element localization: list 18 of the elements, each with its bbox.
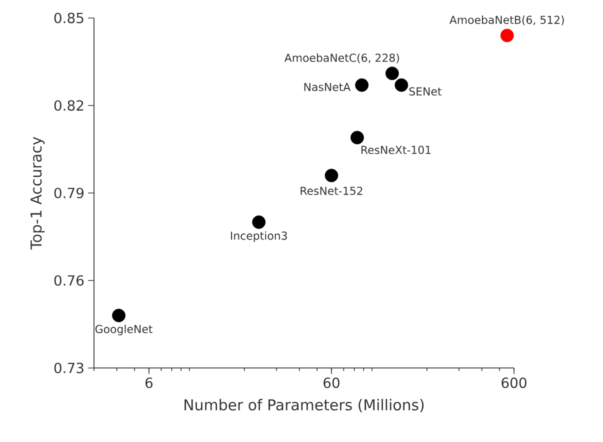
x-tick-label: 6 [145, 378, 153, 388]
annotation: AmoebaNetC(6, 228) [284, 53, 399, 64]
y-tick-label: 0.82 [54, 100, 84, 111]
x-axis-title: Number of Parameters (Millions) [184, 398, 424, 412]
y-tick-label: 0.85 [54, 12, 84, 24]
annotation: Inception3 [230, 231, 287, 242]
x-tick-label: 60 [324, 378, 340, 388]
annotation: NasNetA [304, 83, 351, 92]
y-axis-title: Top-1 Accuracy [30, 136, 45, 250]
annotation: GoogleNet [95, 324, 152, 336]
annotation: ResNet-152 [300, 186, 362, 195]
annotation: SENet [409, 87, 442, 96]
y-tick-label: 0.76 [54, 275, 84, 286]
y-tick-label: 0.73 [54, 362, 84, 374]
annotation: AmoebaNetB(6, 512) [449, 16, 564, 26]
annotation: ResNeXt-101 [361, 146, 431, 154]
x-tick-label: 600 [502, 378, 526, 388]
y-tick-label: 0.79 [54, 188, 84, 198]
